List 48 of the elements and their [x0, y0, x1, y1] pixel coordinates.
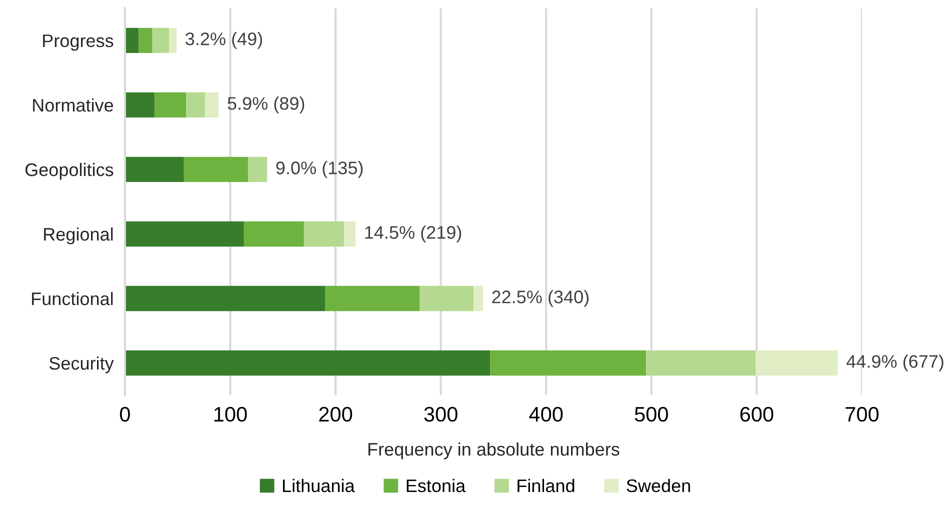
bar [124, 350, 490, 376]
total-label: 44.9% (677) [846, 354, 944, 372]
x-tick-label: 0 [120, 406, 130, 422]
legend-label: Finland [518, 478, 574, 492]
bar [490, 350, 646, 376]
bar [124, 286, 326, 312]
bar [138, 28, 152, 54]
total-label: 3.2% (49) [186, 32, 262, 49]
legend-label: Lithuania [283, 478, 355, 492]
x-tick-label: 100 [214, 406, 247, 422]
total-label: 5.9% (89) [228, 96, 304, 114]
x-tick-label: 600 [740, 406, 774, 422]
x-tick-label: 400 [529, 406, 563, 422]
bar [124, 28, 139, 54]
x-tick-label: 300 [424, 406, 458, 422]
bar [152, 28, 170, 54]
bar [756, 350, 838, 376]
bar [124, 92, 154, 118]
bar [124, 221, 244, 247]
bar [248, 156, 268, 182]
bar [473, 286, 483, 312]
bar [169, 28, 177, 54]
total-label: 14.5% (219) [365, 226, 462, 242]
x-tick-label: 200 [319, 406, 352, 422]
x-tick-label: 500 [634, 406, 668, 422]
x-axis-title: Frequency in absolute numbers [368, 442, 620, 460]
bar [124, 156, 184, 182]
bar [244, 221, 304, 247]
y-tick-label: Regional [44, 227, 113, 244]
bar [325, 286, 420, 312]
bar [154, 92, 186, 118]
y-tick-label: Normative [33, 98, 114, 112]
bar [304, 221, 344, 247]
y-tick-label: Functional [32, 292, 113, 306]
bar [344, 221, 356, 247]
y-tick-label: Security [49, 356, 114, 374]
bar [204, 92, 219, 118]
y-tick-label: Geopolitics [25, 162, 114, 180]
total-label: 22.5% (340) [492, 290, 589, 307]
y-tick-label: Progress [43, 34, 114, 51]
bar [186, 92, 205, 118]
x-tick-label: 700 [846, 406, 879, 422]
legend-label: Estonia [406, 478, 466, 492]
bar [420, 286, 474, 312]
bar [646, 350, 756, 376]
bar [184, 156, 248, 182]
legend-label: Sweden [626, 478, 690, 492]
total-label: 9.0% (135) [276, 161, 363, 178]
